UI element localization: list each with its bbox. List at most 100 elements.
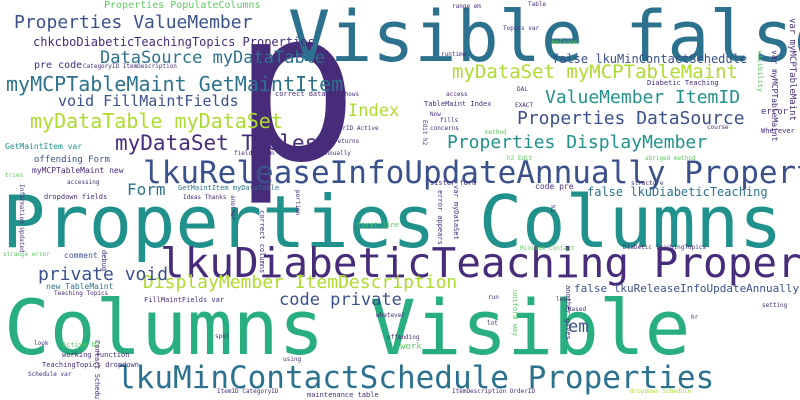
- word-order-id-active: OrderID Active: [328, 125, 379, 132]
- word-my-mcp-table-maint-get-maint-item: myMCPTableMaint GetMaintItem: [6, 72, 344, 96]
- word-dropdown-schedule: dropdown Schedule: [630, 388, 692, 395]
- word-offending-form: offending Form: [34, 155, 110, 165]
- word-edit-h2: Edit h2: [421, 120, 428, 146]
- word-sister-form: sister form: [430, 179, 477, 187]
- word-teaching-topics-dropdown: TeachingTopics dropdown: [42, 361, 139, 369]
- word-ideas-thanks: Ideas Thanks: [183, 194, 227, 201]
- word-offending: offending: [387, 334, 420, 341]
- word-course: course: [707, 124, 729, 131]
- word-pre-code: pre code: [34, 60, 83, 71]
- word-error-appears: error appears: [436, 190, 444, 245]
- word-private-void: private void: [38, 264, 169, 285]
- word-my-data-table-my-data-set: myDataTable myDataSet: [30, 109, 283, 133]
- word-data-source-my-data-table: DataSource myDataTable: [100, 48, 326, 68]
- word-whatever: whatever: [376, 312, 405, 319]
- word-spot: spot: [215, 333, 230, 340]
- word-debug: debug: [100, 250, 108, 272]
- word-topics-var: Topics var: [503, 25, 540, 32]
- word-active-h2: Active h2: [62, 341, 100, 349]
- word-work: work: [400, 342, 422, 352]
- word-my-data-set-my-mcp-table-maint: myDataSet myMCPTableMaint: [452, 61, 738, 83]
- word-em: em: [568, 317, 589, 337]
- word-lot: lot: [487, 320, 498, 327]
- word-fill-maint-fields-var: FillMaintFields var: [144, 296, 225, 304]
- word-abriged-method: abriged method: [645, 155, 696, 162]
- word-tries: tries: [5, 172, 24, 179]
- word-h2-edit: h2 Edit: [507, 155, 533, 162]
- word-properties-value-member: Properties ValueMember: [14, 12, 253, 33]
- word-teaching-topics: Teaching Topics: [54, 290, 109, 297]
- word-chkcbo-diabetic-teaching-topics-properties: chkcboDiabeticTeachingTopics Properties: [33, 35, 315, 49]
- word-index: Index: [348, 101, 400, 121]
- word-get-maint-item-my-data-table: GetMaintItem myDataTable: [178, 184, 280, 192]
- word-var-my-data-set: var myDataSet: [452, 185, 460, 240]
- word-runtime: runtime: [441, 51, 467, 58]
- word-h2: h2: [549, 205, 556, 213]
- word-uniform-way: uniform way: [511, 290, 519, 337]
- word-table: Table: [528, 1, 547, 8]
- word-returns: returns: [334, 138, 360, 145]
- word-run: run: [488, 294, 499, 301]
- word-void-fill-maint-fields: void FillMaintFields: [58, 92, 239, 110]
- word-now: Now: [430, 111, 441, 118]
- word-updated-annually: Updated Annually: [293, 150, 351, 157]
- word-first-line: first line: [357, 221, 400, 229]
- word-lku-release-info-update-annually-properties: lkuReleaseInfoUpdateAnnually Properties: [143, 155, 800, 191]
- word-comment: comment: [64, 251, 98, 260]
- word-value-member-item-id: ValueMember ItemID: [545, 87, 741, 108]
- word-working-function: working function: [62, 351, 130, 359]
- word-another-gives: another gives: [564, 285, 572, 340]
- word-loss: loss: [556, 296, 571, 303]
- word-code-private: code private: [279, 290, 402, 310]
- word-another: another: [229, 195, 236, 221]
- word-portion: portion: [294, 190, 301, 216]
- word-correct-columns: correct columns: [258, 210, 266, 274]
- word-item-id-category-id: ItemID CategoryID: [217, 388, 279, 395]
- word-shows: shows: [341, 91, 360, 98]
- word-display-member-item-description: DisplayMember ItemDescription: [143, 272, 458, 293]
- word-properties-data-source: Properties DataSource: [517, 108, 745, 129]
- word-var-my-mcp-table-maint-right: var myMCPTableMaint: [770, 50, 779, 142]
- word-diabetic-teaching-topics: Diabetic TeachingTopics: [623, 244, 707, 251]
- word-columns-visible: Columns Visible: [4, 283, 691, 372]
- word-method: method: [485, 129, 507, 136]
- word-properties-display-member: Properties DisplayMember: [447, 132, 708, 153]
- word-diabetic-teaching: Diabetic Teaching: [647, 79, 719, 87]
- word-fields-from: fields from: [234, 150, 274, 157]
- word-code-pre: code pre: [535, 182, 574, 191]
- word-correct-data: correct data: [275, 90, 326, 98]
- word-visible-false: Visible false: [288, 0, 800, 78]
- word-minimum-contact: Minimum Contact: [520, 245, 575, 252]
- word-access: access: [446, 91, 468, 98]
- word-new-table-maint: new TableMaint: [46, 282, 114, 291]
- word-range-em: range em: [452, 3, 481, 10]
- word-lku-diabetic-teaching-properties: lkuDiabeticTeaching Properties: [160, 239, 800, 287]
- word-dropdown-fields: dropdown fields: [44, 193, 108, 201]
- word-false-lku-min-contact-schedule: false lkuMinContactSchedule: [552, 52, 748, 66]
- word-false-lku-release-info-update-annually: false lkuReleaseInfoUpdateAnnually: [574, 282, 800, 295]
- word-contact-schedule: Contact Schedule: [93, 340, 101, 400]
- word-hr: hr: [691, 314, 699, 321]
- word-dal: DAL: [517, 86, 528, 93]
- word-setting: setting: [762, 302, 788, 309]
- word-error: error: [761, 107, 789, 117]
- word-category-id-item-description: CategoryID ItemDescription: [83, 63, 177, 70]
- word-table-maint-index: TableMaint Index: [424, 100, 492, 108]
- word-strange-error: strange error: [3, 251, 50, 258]
- word-properties-populate-columns: Properties PopulateColumns: [104, 0, 261, 11]
- word-form: Form: [127, 180, 166, 199]
- word-p: p: [232, 0, 359, 209]
- word-properties-columns: Properties Columns: [2, 180, 783, 264]
- word-accessing: accessing: [67, 179, 100, 186]
- word-exact: EXACT: [515, 102, 534, 109]
- word-concerns: concerns: [430, 125, 459, 132]
- word-maintenance-table: maintenance table: [307, 391, 379, 399]
- word-look: look: [34, 340, 49, 347]
- word-item-description-order-id: ItemDescription OrderID: [452, 388, 536, 395]
- word-release: Release: [552, 39, 578, 46]
- word-var-my-mcp-table-maint: var myMCPTableMaint: [787, 18, 797, 121]
- word-my-data-set-tables: myDataSet Tables: [115, 131, 318, 155]
- word-structure: structure: [631, 180, 664, 187]
- word-fills: fills: [440, 117, 459, 124]
